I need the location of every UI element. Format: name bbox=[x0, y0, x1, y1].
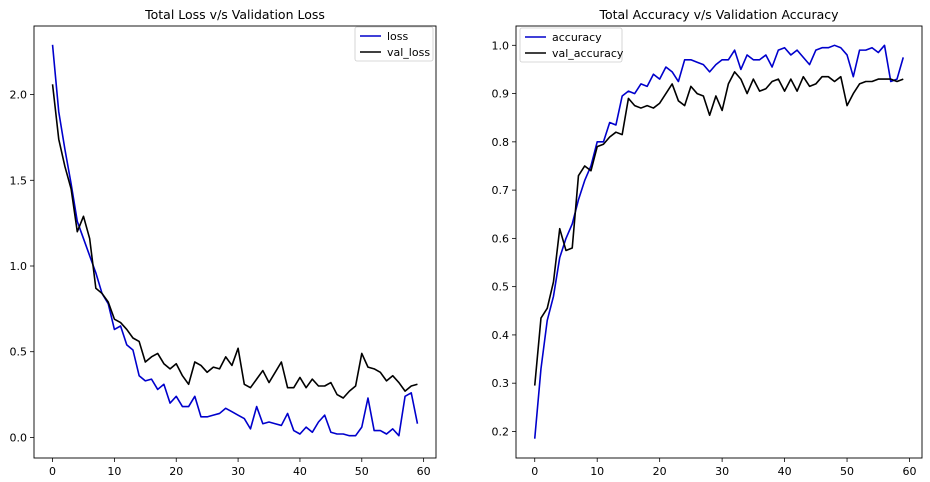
accuracy-chart-xtick-label: 10 bbox=[590, 465, 604, 478]
loss-chart: Total Loss v/s Validation Loss 0 10 20 30 40… bbox=[10, 7, 437, 478]
loss-chart-ytick-label: 0.0 bbox=[10, 431, 28, 444]
accuracy-chart-ytick-label: 0.9 bbox=[492, 88, 510, 101]
loss-chart-ytick-label: 1.0 bbox=[10, 260, 28, 273]
loss-chart-xtick-label: 10 bbox=[107, 465, 121, 478]
loss-chart-legend: loss val_loss bbox=[354, 26, 434, 62]
loss-chart-xtick-label: 20 bbox=[169, 465, 183, 478]
accuracy-chart-title: Total Accuracy v/s Validation Accuracy bbox=[598, 7, 839, 22]
accuracy-chart-series-accuracy bbox=[533, 44, 905, 439]
accuracy-chart-xtick-label: 0 bbox=[531, 465, 538, 478]
accuracy-chart-axes-frame bbox=[515, 25, 923, 459]
accuracy-chart-xtick-label: 30 bbox=[715, 465, 729, 478]
accuracy-chart: Total Accuracy v/s Validation Accuracy 0… bbox=[492, 7, 923, 478]
accuracy-chart-ticks: 0 10 20 30 40 50 60 0.2 0.3 0.4 0.5 0.6 0.7 0.8 0.9 1.0 bbox=[492, 39, 917, 478]
loss-chart-xtick-label: 30 bbox=[231, 465, 245, 478]
loss-chart-xtick-label: 40 bbox=[293, 465, 307, 478]
loss-chart-series-lines bbox=[51, 44, 419, 437]
accuracy-chart-series-val-accuracy bbox=[533, 71, 904, 386]
accuracy-chart-xtick-label: 60 bbox=[903, 465, 917, 478]
accuracy-chart-ytick-label: 0.8 bbox=[492, 136, 510, 149]
loss-chart-ytick-label: 2.0 bbox=[10, 89, 28, 102]
loss-chart-ticks: 0 10 20 30 40 50 60 0.0 0.5 1.0 1.5 2.0 bbox=[10, 89, 431, 478]
loss-chart-series-loss bbox=[51, 44, 419, 437]
accuracy-chart-ytick-label: 0.7 bbox=[492, 184, 510, 197]
accuracy-chart-series-lines bbox=[533, 44, 905, 439]
accuracy-chart-ytick-label: 0.2 bbox=[492, 425, 510, 438]
accuracy-chart-legend-label: val_accuracy bbox=[552, 47, 624, 60]
accuracy-chart-legend: accuracy val_accuracy bbox=[519, 27, 624, 63]
loss-chart-xtick-label: 60 bbox=[417, 465, 431, 478]
accuracy-chart-ytick-label: 0.6 bbox=[492, 232, 510, 245]
loss-chart-legend-label: loss bbox=[387, 30, 409, 43]
loss-chart-series-val-loss bbox=[51, 84, 418, 399]
accuracy-chart-legend-label: accuracy bbox=[552, 31, 602, 44]
loss-chart-legend-label: val_loss bbox=[387, 46, 430, 59]
accuracy-chart-xtick-label: 20 bbox=[653, 465, 667, 478]
loss-chart-axes-frame bbox=[33, 25, 437, 459]
loss-chart-title: Total Loss v/s Validation Loss bbox=[144, 7, 325, 22]
accuracy-chart-xtick-label: 40 bbox=[778, 465, 792, 478]
accuracy-chart-xtick-label: 50 bbox=[840, 465, 854, 478]
loss-chart-xtick-label: 0 bbox=[49, 465, 56, 478]
accuracy-chart-ytick-label: 0.3 bbox=[492, 377, 510, 390]
accuracy-chart-ytick-label: 1.0 bbox=[492, 39, 510, 52]
accuracy-chart-ytick-label: 0.5 bbox=[492, 281, 510, 294]
loss-chart-xtick-label: 50 bbox=[355, 465, 369, 478]
loss-chart-ytick-label: 0.5 bbox=[10, 346, 28, 359]
accuracy-chart-ytick-label: 0.4 bbox=[492, 329, 510, 342]
loss-chart-ytick-label: 1.5 bbox=[10, 174, 28, 187]
